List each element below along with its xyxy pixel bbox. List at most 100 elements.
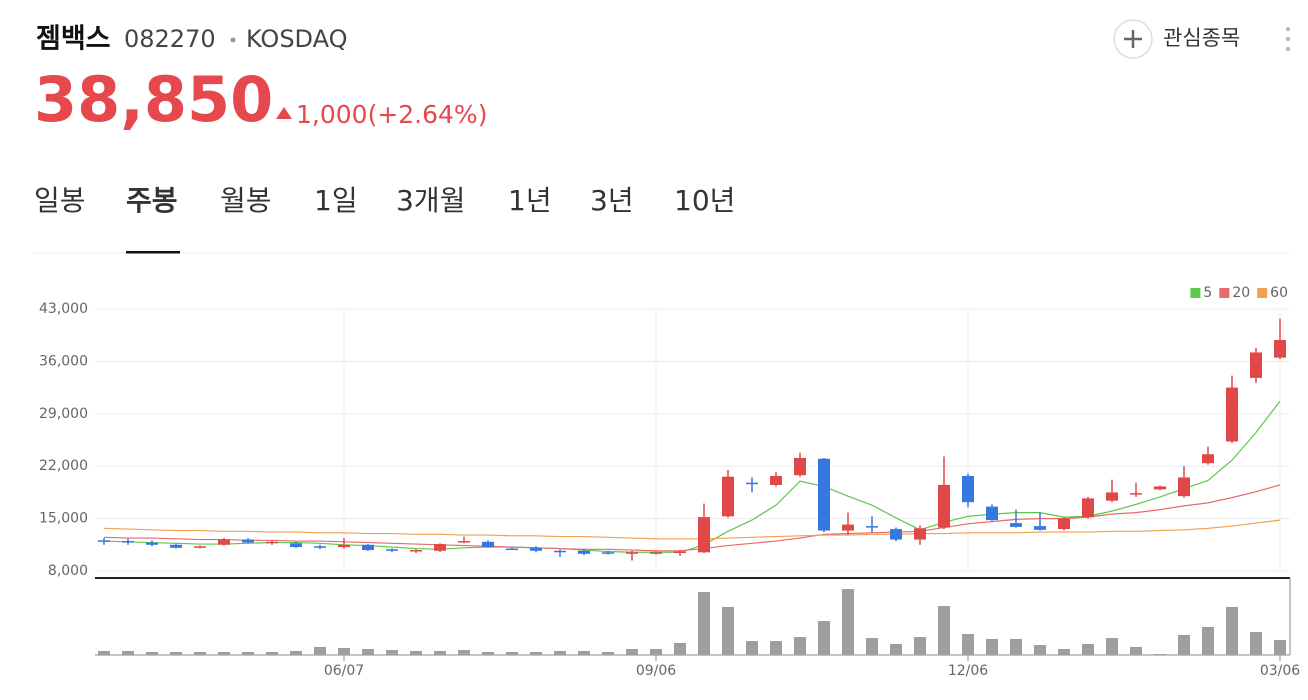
candle-body	[914, 528, 926, 540]
candle-body	[266, 541, 278, 544]
x-tick-label: 12/06	[948, 663, 988, 679]
candle-body	[602, 552, 614, 554]
volume-bar	[1250, 632, 1262, 655]
candle-body	[146, 542, 158, 545]
candle-body	[410, 550, 422, 552]
volume-bar	[218, 652, 230, 655]
volume-bar	[650, 649, 662, 655]
volume-bar	[434, 651, 446, 655]
candle-body	[1082, 498, 1094, 518]
candle-body	[794, 457, 806, 476]
volume-bar	[122, 651, 134, 655]
candle-body	[962, 475, 974, 503]
volume-bar	[290, 651, 302, 655]
volume-bar	[242, 652, 254, 655]
watch-button[interactable]: 관심종목	[1113, 19, 1240, 59]
x-tick-label: 03/06	[1260, 663, 1300, 679]
candle-body	[314, 546, 326, 548]
tab[interactable]: 3개월	[396, 184, 465, 217]
tab[interactable]: 10년	[674, 184, 735, 217]
legend-label: 60	[1270, 285, 1288, 301]
candle-body	[386, 549, 398, 551]
tab[interactable]: 3년	[590, 184, 634, 217]
volume-bar	[746, 641, 758, 655]
candle-body	[938, 484, 950, 528]
market: KOSDAQ	[246, 25, 348, 53]
candle-body	[506, 548, 518, 551]
x-tick-label: 06/07	[324, 663, 364, 679]
candle-body	[770, 475, 782, 485]
volume-bar	[890, 644, 902, 655]
volume-bar	[410, 651, 422, 655]
volume-bar	[602, 652, 614, 655]
tab[interactable]: 월봉	[220, 184, 272, 217]
volume-bar	[938, 606, 950, 655]
volume-bar	[338, 648, 350, 655]
volume-bar	[674, 643, 686, 655]
candle-body	[1130, 493, 1142, 495]
volume-bar	[1082, 644, 1094, 655]
candle-body	[1154, 486, 1166, 490]
volume-bar	[698, 592, 710, 655]
volume-bar	[458, 650, 470, 655]
tab[interactable]: 주봉	[126, 184, 178, 217]
tab[interactable]: 1일	[314, 184, 358, 217]
candle-body	[194, 546, 206, 548]
candle-body	[626, 552, 638, 554]
legend-swatch	[1257, 288, 1268, 298]
legend-label: 20	[1232, 285, 1250, 301]
volume-bar	[482, 652, 494, 655]
volume-bar	[1178, 635, 1190, 655]
tab[interactable]: 일봉	[34, 184, 86, 217]
volume-bar	[98, 651, 110, 655]
volume-bar	[146, 652, 158, 655]
volume-bar	[1274, 640, 1286, 655]
candle-body	[1058, 518, 1070, 530]
tab[interactable]: 1년	[508, 184, 552, 217]
separator	[230, 37, 236, 43]
candle-body	[1106, 492, 1118, 501]
moving-average-line	[103, 484, 1281, 552]
price-change: 1,000(+2.64%)	[296, 100, 487, 129]
volume-bar	[530, 652, 542, 655]
candle-body	[170, 544, 182, 548]
candle-body	[1010, 523, 1022, 527]
y-tick-label: 36,000	[39, 353, 88, 369]
candle-body	[338, 544, 350, 548]
volume-bar	[266, 652, 278, 655]
candle-body	[530, 547, 542, 551]
candle-body	[1226, 387, 1238, 442]
more-menu[interactable]	[1285, 26, 1291, 52]
candle-body	[554, 550, 566, 553]
y-tick-label: 29,000	[39, 406, 88, 422]
candle-body	[1034, 526, 1046, 530]
price: 38,850	[34, 63, 273, 136]
candle-body	[698, 517, 710, 553]
y-tick-label: 15,000	[39, 511, 88, 527]
volume-bar	[1130, 647, 1142, 655]
volume-bar	[722, 607, 734, 655]
legend-swatch	[1190, 288, 1201, 298]
watch-label[interactable]: 관심종목	[1163, 26, 1240, 50]
volume-bar	[1202, 627, 1214, 655]
candle-body	[1202, 454, 1214, 464]
volume-bar	[554, 651, 566, 655]
active-tab-underline	[126, 251, 180, 254]
candle-body	[98, 540, 110, 542]
x-tick-label: 09/06	[636, 663, 676, 679]
y-tick-label: 22,000	[39, 458, 88, 474]
volume-bar	[1154, 654, 1166, 655]
up-arrow	[276, 107, 292, 119]
candle-body	[458, 541, 470, 543]
legend-label: 5	[1203, 285, 1212, 301]
volume-bar	[866, 638, 878, 655]
moving-average-line	[103, 400, 1281, 553]
volume-bar	[194, 652, 206, 655]
candle-body	[818, 458, 830, 531]
volume-bar	[1106, 638, 1118, 655]
candle-body	[1274, 340, 1286, 358]
legend-swatch	[1219, 288, 1230, 298]
volume-bar	[914, 637, 926, 655]
